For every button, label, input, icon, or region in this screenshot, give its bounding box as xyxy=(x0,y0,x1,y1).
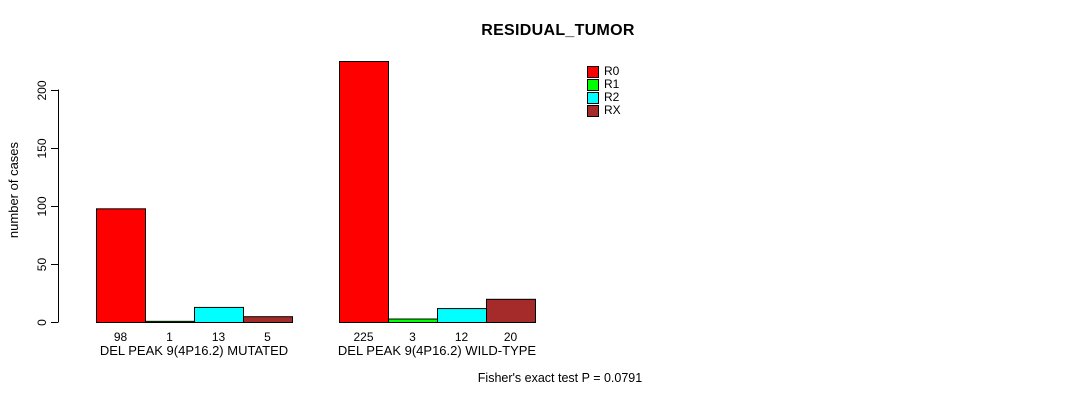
bar-value-label: 3 xyxy=(409,330,416,344)
bar-rx-group1 xyxy=(243,316,293,324)
bar-r2-group2 xyxy=(437,308,487,323)
bar-value-label: 1 xyxy=(166,330,173,344)
bar-value-label: 5 xyxy=(264,330,271,344)
legend-item-r1: R1 xyxy=(587,78,621,91)
bar-r1-group1 xyxy=(145,320,195,323)
y-axis-tick-label: 200 xyxy=(35,80,49,100)
legend-label-r1: R1 xyxy=(604,77,620,91)
legend-item-r2: R2 xyxy=(587,91,621,104)
legend-item-rx: RX xyxy=(587,104,621,117)
bar-r2-group1 xyxy=(194,306,244,324)
legend-item-r0: R0 xyxy=(587,65,621,78)
legend-label-r2: R2 xyxy=(604,90,620,104)
bar-value-label: 12 xyxy=(455,330,469,344)
legend-label-rx: RX xyxy=(604,103,621,117)
bar-value-label: 20 xyxy=(504,330,518,344)
bar-value-label: 13 xyxy=(212,330,226,344)
legend-label-r0: R0 xyxy=(604,64,620,78)
y-axis-label: number of cases xyxy=(6,141,21,239)
y-axis-tick-label: 0 xyxy=(35,319,49,326)
fishers-test-annotation: Fisher's exact test P = 0.0791 xyxy=(477,371,643,385)
bar-r1-group2 xyxy=(388,318,438,323)
legend-swatch-r2 xyxy=(587,91,599,104)
bar-rx-group2 xyxy=(486,298,536,323)
bar-r0-group2 xyxy=(339,61,389,323)
y-axis-tick-label: 150 xyxy=(35,138,49,158)
legend-swatch-rx xyxy=(587,104,599,117)
legend-swatch-r1 xyxy=(587,78,599,91)
chart-title: RESIDUAL_TUMOR xyxy=(481,22,635,39)
bar-value-label: 98 xyxy=(114,330,128,344)
category-label: DEL PEAK 9(4P16.2) WILD-TYPE xyxy=(338,343,537,358)
y-axis-tick-label: 100 xyxy=(35,196,49,216)
legend: R0 R1 R2 RX xyxy=(587,65,621,117)
legend-swatch-r0 xyxy=(587,65,599,78)
category-label: DEL PEAK 9(4P16.2) MUTATED xyxy=(100,343,288,358)
y-axis-tick-label: 50 xyxy=(35,258,49,272)
bar-value-label: 225 xyxy=(353,330,373,344)
bar-r0-group1 xyxy=(96,208,146,324)
